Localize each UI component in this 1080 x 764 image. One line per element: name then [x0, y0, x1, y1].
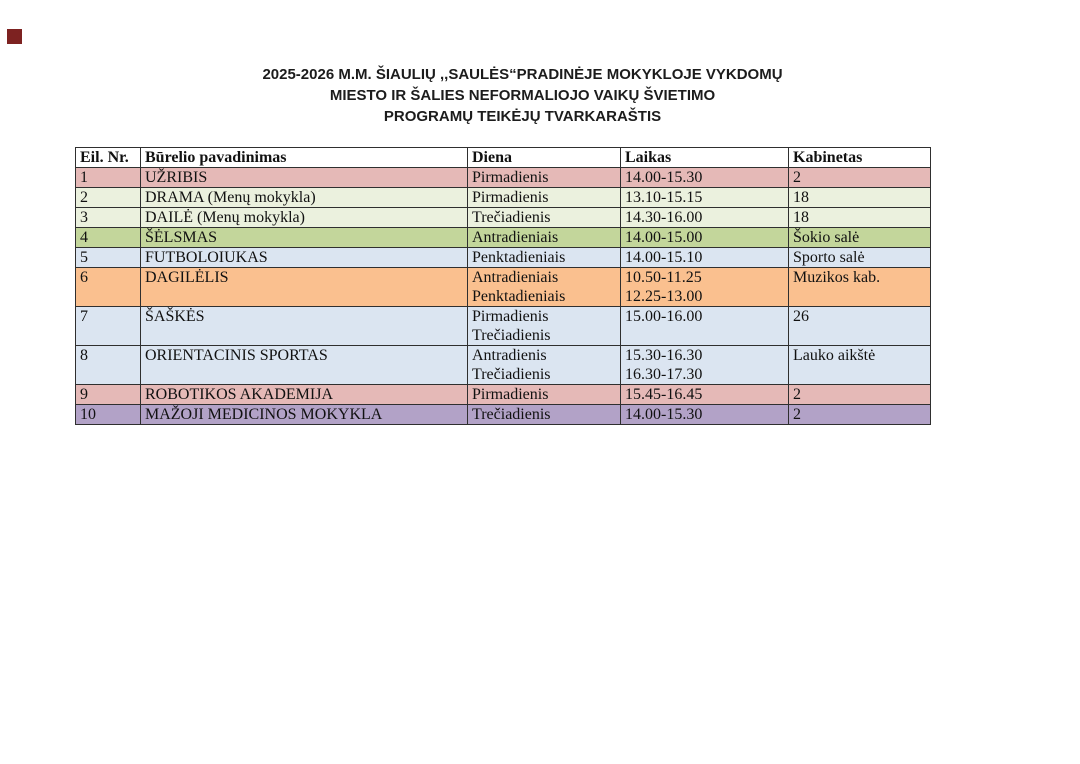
schedule-table-body: 1 UŽRIBIS Pirmadienis 14.00-15.30 2 2 DRAMA (M…	[75, 167, 931, 425]
cell-diena: Pirmadienis	[467, 187, 621, 208]
cell-laikas-line: 15.30-16.30	[625, 347, 703, 364]
cell-diena-line: Trečiadienis	[472, 406, 551, 423]
cell-laikas-line: 14.00-15.30	[625, 406, 703, 423]
cell-diena-line: Antradieniais	[472, 229, 559, 246]
table-row: 3 DAILĖ (Menų mokykla) Trečiadienis 14.30-1…	[75, 207, 931, 228]
cell-diena-line: Antradienis	[472, 347, 547, 364]
cell-kabinetas: 2	[788, 384, 931, 405]
cell-pavadinimas: DAGILĖLIS	[140, 267, 468, 307]
schedule-table: Eil. Nr. Būrelio pavadinimas Diena Laika…	[75, 147, 931, 425]
cell-laikas-line: 14.00-15.10	[625, 249, 703, 266]
table-row: 1 UŽRIBIS Pirmadienis 14.00-15.30 2	[75, 167, 931, 188]
cell-laikas-line: 16.30-17.30	[625, 366, 703, 383]
cell-laikas-line: 12.25-13.00	[625, 288, 703, 305]
cell-kabinetas: 18	[788, 187, 931, 208]
table-row: 5 FUTBOLOIUKAS Penktadieniais 14.00-15.10 Sp…	[75, 247, 931, 268]
cell-eil-nr: 10	[75, 404, 141, 425]
cell-kabinetas: Sporto salė	[788, 247, 931, 268]
cell-kabinetas: Muzikos kab.	[788, 267, 931, 307]
cell-laikas: 14.30-16.00	[620, 207, 789, 228]
cell-laikas: 14.00-15.30	[620, 167, 789, 188]
table-row: 8 ORIENTACINIS SPORTAS Antradienis Trečiadi…	[75, 345, 931, 385]
cell-pavadinimas: DAILĖ (Menų mokykla)	[140, 207, 468, 228]
table-row: 7 ŠAŠKĖS Pirmadienis Trečiadienis 15.00-16.0…	[75, 306, 931, 346]
cell-laikas-line: 15.00-16.00	[625, 308, 703, 325]
cell-laikas: 15.00-16.00	[620, 306, 789, 346]
cell-diena-line: Penktadieniais	[472, 288, 566, 305]
table-row: 6 DAGILĖLIS Antradieniais Penktadieniais 10.…	[75, 267, 931, 307]
cell-kabinetas: 2	[788, 167, 931, 188]
table-row: 9 ROBOTIKOS AKADEMIJA Pirmadienis 15.45-16.…	[75, 384, 931, 405]
cell-pavadinimas: ORIENTACINIS SPORTAS	[140, 345, 468, 385]
cell-diena-line: Pirmadienis	[472, 386, 549, 403]
cell-laikas-line: 14.30-16.00	[625, 209, 703, 226]
column-header-eil-nr: Eil. Nr.	[75, 147, 141, 168]
cell-pavadinimas: MAŽOJI MEDICINOS MOKYKLA	[140, 404, 468, 425]
cell-eil-nr: 2	[75, 187, 141, 208]
cell-kabinetas: Lauko aikštė	[788, 345, 931, 385]
cell-eil-nr: 9	[75, 384, 141, 405]
cell-pavadinimas: ŠAŠKĖS	[140, 306, 468, 346]
cell-kabinetas: 18	[788, 207, 931, 228]
cell-laikas-line: 13.10-15.15	[625, 189, 703, 206]
table-row: 4 ŠĖLSMAS Antradieniais 14.00-15.00 Šokio sa…	[75, 227, 931, 248]
cell-laikas: 15.45-16.45	[620, 384, 789, 405]
title-line-3: PROGRAMŲ TEIKĖJŲ TVARKARAŠTIS	[383, 108, 662, 125]
cell-diena-line: Pirmadienis	[472, 189, 549, 206]
cell-laikas-line: 14.00-15.30	[625, 169, 703, 186]
cell-kabinetas: Šokio salė	[788, 227, 931, 248]
cell-diena: Antradieniais Penktadieniais	[467, 267, 621, 307]
column-header-kabinetas: Kabinetas	[788, 147, 931, 168]
cell-diena-line: Antradieniais	[472, 269, 559, 286]
cell-eil-nr: 6	[75, 267, 141, 307]
cell-laikas-line: 15.45-16.45	[625, 386, 703, 403]
cell-diena-line: Pirmadienis	[472, 169, 549, 186]
table-header-row: Eil. Nr. Būrelio pavadinimas Diena Laika…	[75, 147, 931, 168]
column-header-laikas: Laikas	[620, 147, 789, 168]
document-title: 2025-2026 M.M. ŠIAULIŲ ,,SAULĖS“PRADINĖJ…	[75, 64, 970, 127]
title-line-2: MIESTO IR ŠALIES NEFORMALIOJO VAIKŲ ŠVIE…	[329, 87, 716, 104]
corner-marker-square	[7, 29, 22, 44]
cell-pavadinimas: DRAMA (Menų mokykla)	[140, 187, 468, 208]
cell-laikas: 14.00-15.10	[620, 247, 789, 268]
cell-diena: Pirmadienis Trečiadienis	[467, 306, 621, 346]
cell-diena-line: Pirmadienis	[472, 308, 549, 325]
table-row: 10 MAŽOJI MEDICINOS MOKYKLA Trečiadienis 14…	[75, 404, 931, 425]
cell-diena-line: Trečiadienis	[472, 209, 551, 226]
cell-laikas: 10.50-11.25 12.25-13.00	[620, 267, 789, 307]
cell-pavadinimas: FUTBOLOIUKAS	[140, 247, 468, 268]
column-header-pavadinimas: Būrelio pavadinimas	[140, 147, 468, 168]
cell-laikas: 15.30-16.30 16.30-17.30	[620, 345, 789, 385]
cell-laikas: 14.00-15.30	[620, 404, 789, 425]
cell-eil-nr: 3	[75, 207, 141, 228]
cell-laikas-line: 10.50-11.25	[625, 269, 702, 286]
cell-diena: Antradienis Trečiadienis	[467, 345, 621, 385]
cell-laikas: 13.10-15.15	[620, 187, 789, 208]
cell-pavadinimas: ROBOTIKOS AKADEMIJA	[140, 384, 468, 405]
cell-diena-line: Trečiadienis	[472, 327, 551, 344]
column-header-diena: Diena	[467, 147, 621, 168]
cell-eil-nr: 1	[75, 167, 141, 188]
cell-pavadinimas: UŽRIBIS	[140, 167, 468, 188]
cell-kabinetas: 26	[788, 306, 931, 346]
cell-eil-nr: 7	[75, 306, 141, 346]
cell-diena: Pirmadienis	[467, 384, 621, 405]
cell-diena: Pirmadienis	[467, 167, 621, 188]
cell-eil-nr: 4	[75, 227, 141, 248]
cell-diena: Trečiadienis	[467, 404, 621, 425]
cell-diena-line: Penktadieniais	[472, 249, 566, 266]
cell-diena: Antradieniais	[467, 227, 621, 248]
title-line-1: 2025-2026 M.M. ŠIAULIŲ ,,SAULĖS“PRADINĖJ…	[262, 66, 783, 83]
table-row: 2 DRAMA (Menų mokykla) Pirmadienis 13.10-15…	[75, 187, 931, 208]
cell-laikas-line: 14.00-15.00	[625, 229, 703, 246]
cell-diena: Penktadieniais	[467, 247, 621, 268]
cell-eil-nr: 8	[75, 345, 141, 385]
cell-eil-nr: 5	[75, 247, 141, 268]
cell-laikas: 14.00-15.00	[620, 227, 789, 248]
cell-diena-line: Trečiadienis	[472, 366, 551, 383]
cell-diena: Trečiadienis	[467, 207, 621, 228]
cell-kabinetas: 2	[788, 404, 931, 425]
cell-pavadinimas: ŠĖLSMAS	[140, 227, 468, 248]
